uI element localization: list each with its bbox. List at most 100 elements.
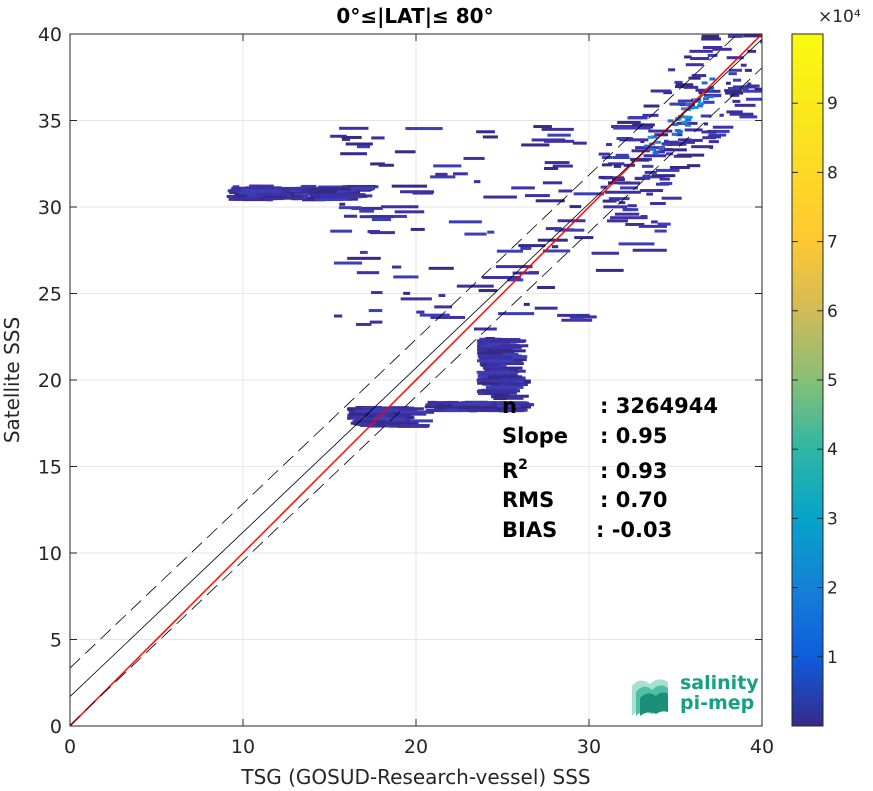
density-cell xyxy=(678,138,692,142)
density-cell xyxy=(663,139,669,143)
x-tick-label: 10 xyxy=(231,736,255,758)
density-cell xyxy=(389,424,412,428)
density-cell xyxy=(569,205,582,209)
density-cell xyxy=(625,222,645,226)
axis-ticks: 0 10 20 30 40 0 5 10 15 20 25 30 35 40 xyxy=(38,24,774,758)
density-cell xyxy=(742,89,762,93)
density-core-cell xyxy=(692,106,699,110)
colorbar-tick-label: 1 xyxy=(827,648,838,668)
density-cell xyxy=(739,115,758,119)
density-cell xyxy=(333,314,343,318)
stat-value: : 0.95 xyxy=(600,424,668,448)
density-cell xyxy=(611,125,635,129)
density-cell xyxy=(419,313,450,317)
density-cell xyxy=(330,193,366,197)
density-cell xyxy=(438,293,446,297)
density-cell xyxy=(648,129,673,133)
density-cell xyxy=(558,189,573,193)
density-core-cell xyxy=(681,120,688,124)
density-cell xyxy=(689,49,713,53)
density-cell xyxy=(701,34,720,38)
density-cell xyxy=(427,400,437,404)
density-cell xyxy=(595,268,624,272)
density-cell xyxy=(618,242,655,246)
density-cell xyxy=(257,194,288,198)
density-cell xyxy=(518,244,546,248)
density-cell xyxy=(310,193,321,197)
density-core-cell xyxy=(674,128,681,132)
density-cell xyxy=(729,93,740,97)
density-cell xyxy=(617,120,641,124)
density-cell xyxy=(395,419,433,423)
colorbar-tick-label: 4 xyxy=(827,440,838,460)
density-cell xyxy=(610,216,648,220)
density-cell xyxy=(726,56,744,60)
density-core-cell xyxy=(702,97,709,101)
density-cell xyxy=(691,145,714,149)
density-cell xyxy=(707,53,718,57)
density-cell xyxy=(394,210,425,214)
density-core-cell xyxy=(687,106,694,110)
density-cell xyxy=(359,215,394,219)
density-cell xyxy=(502,408,515,412)
density-cell xyxy=(561,318,593,322)
density-cell xyxy=(674,80,683,84)
density-cell xyxy=(702,136,717,140)
stat-value: : 3264944 xyxy=(600,394,718,418)
density-cell xyxy=(712,47,732,51)
density-cell xyxy=(234,196,261,200)
density-cell xyxy=(615,153,629,157)
density-cell xyxy=(732,78,742,82)
stat-label: Slope xyxy=(502,424,568,448)
y-tick-label: 35 xyxy=(38,111,62,133)
upper-bound-line xyxy=(70,34,738,669)
density-cell xyxy=(378,163,394,167)
density-cell xyxy=(646,192,653,196)
density-cell xyxy=(346,184,377,188)
density-cell xyxy=(473,327,497,331)
density-cell xyxy=(476,390,512,394)
x-tick-label: 40 xyxy=(750,736,774,758)
density-cell xyxy=(643,154,667,158)
density-cell xyxy=(616,136,633,140)
density-cell xyxy=(400,297,432,301)
density-cell xyxy=(622,208,639,212)
density-cell xyxy=(725,81,731,85)
logo-line-1: salinity xyxy=(680,672,759,694)
density-cell xyxy=(391,184,428,188)
density-cell xyxy=(655,89,665,93)
density-cell xyxy=(487,230,495,234)
density-cell xyxy=(712,125,734,129)
density-cell xyxy=(669,165,690,169)
x-axis-title: TSG (GOSUD-Research-vessel) SSS xyxy=(240,765,590,789)
density-cell xyxy=(607,219,629,223)
density-cell xyxy=(619,186,638,190)
density-cell xyxy=(747,49,757,53)
density-cell xyxy=(702,100,715,104)
density-cell xyxy=(688,76,701,80)
y-axis-title: Satellite SSS xyxy=(0,317,24,443)
density-cell xyxy=(371,136,385,140)
stats-box: n: 3264944 Slope: 0.95 R2: 0.93 RMS: 0.70 BI… xyxy=(502,394,718,542)
density-cell xyxy=(732,99,741,103)
density-cell xyxy=(552,164,573,168)
density-cell xyxy=(263,197,284,201)
density-cell xyxy=(493,397,507,401)
density-cell xyxy=(659,181,673,185)
density-cell xyxy=(341,137,351,141)
colorbar-tick-label: 6 xyxy=(827,302,838,322)
density-core-cell xyxy=(671,132,678,136)
density-cell xyxy=(635,177,646,181)
density-cell xyxy=(478,356,489,360)
density-cell xyxy=(691,74,707,78)
density-cell xyxy=(496,249,523,253)
density-cell xyxy=(346,187,375,191)
density-cell xyxy=(547,133,571,137)
density-cell xyxy=(668,68,676,72)
density-cell xyxy=(428,266,454,270)
density-cell xyxy=(745,84,760,88)
density-cell xyxy=(554,228,585,232)
stat-label: BIAS xyxy=(502,518,557,542)
density-cell xyxy=(229,191,244,195)
density-cell xyxy=(492,366,523,370)
